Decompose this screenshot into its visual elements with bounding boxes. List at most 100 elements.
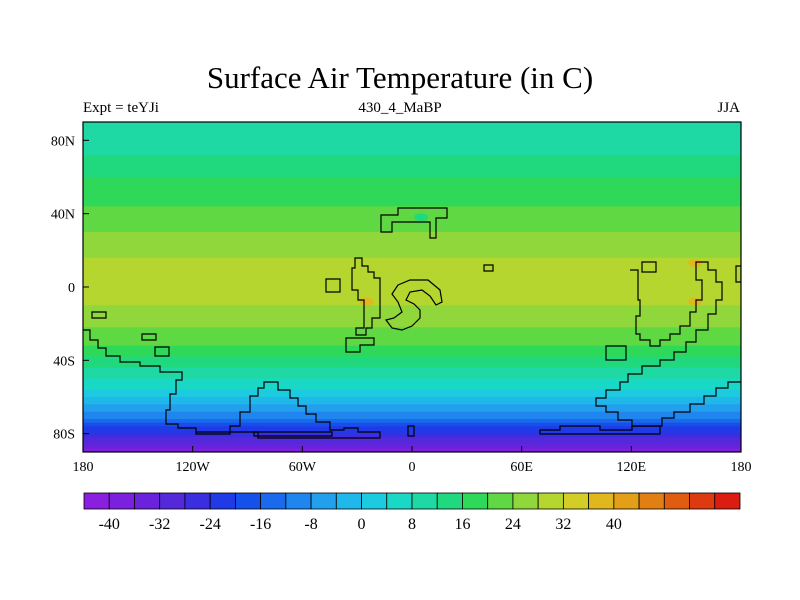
temperature-band (83, 180, 741, 185)
colorbar-swatch (487, 492, 514, 510)
temperature-field (83, 122, 741, 452)
temperature-band (83, 316, 741, 321)
colorbar-swatch (537, 492, 564, 510)
temperature-band (83, 415, 741, 420)
x-tick-label: 180 (731, 460, 752, 475)
coastline-small-island-b (483, 264, 494, 272)
temperature-band (83, 283, 741, 288)
colorbar-swatch (260, 492, 287, 510)
temperature-band (83, 327, 741, 332)
temperature-band (83, 419, 741, 424)
coastline-mid-south (345, 337, 375, 353)
temperature-band (83, 140, 741, 145)
y-tick-label: 40N (51, 208, 75, 223)
temperature-band (83, 437, 741, 442)
coastline-west-strip (91, 311, 107, 319)
temperature-band (83, 217, 741, 222)
colorbar-swatch (386, 492, 413, 510)
colorbar-label: -16 (250, 516, 271, 533)
temperature-band (83, 353, 741, 358)
temperature-band (83, 389, 741, 394)
temperature-band (83, 360, 741, 365)
temperature-band (83, 408, 741, 413)
colorbar-swatch (411, 492, 438, 510)
colorbar-label: 16 (454, 516, 470, 533)
hotspot (414, 213, 429, 222)
temperature-band (83, 272, 741, 277)
colorbar-label: 0 (358, 516, 366, 533)
temperature-band (83, 166, 741, 171)
x-tick-label: 0 (409, 460, 416, 475)
temperature-band (83, 155, 741, 160)
temperature-band (83, 367, 741, 372)
temperature-band (83, 144, 741, 149)
colorbar-swatch (462, 492, 489, 510)
temperature-band (83, 239, 741, 244)
temperature-band (83, 173, 741, 178)
colorbar-swatch (108, 492, 135, 510)
temperature-band (83, 426, 741, 431)
experiment-label: Expt = teYJi (83, 100, 159, 116)
temperature-band (83, 279, 741, 284)
colorbar-label: -24 (199, 516, 220, 533)
colorbar-swatch (310, 492, 337, 510)
temperature-band (83, 345, 741, 350)
temperature-band (83, 298, 741, 303)
temperature-band (83, 290, 741, 295)
temperature-band (83, 202, 741, 207)
temperature-band (83, 257, 741, 262)
colorbar-swatch (184, 492, 211, 510)
temperature-band (83, 261, 741, 266)
temperature-band (83, 309, 741, 314)
temperature-band (83, 195, 741, 200)
coastline-eastern-continent (595, 261, 741, 427)
temperature-band (83, 243, 741, 248)
colorbar-swatch (234, 492, 262, 510)
temperature-band (83, 342, 741, 347)
x-tick-label: 180 (73, 460, 94, 475)
colorbar-label: 32 (555, 516, 571, 533)
colorbar-swatch (83, 492, 110, 510)
temperature-band (83, 287, 741, 292)
temperature-band (83, 268, 741, 273)
x-tick-label: 120E (617, 460, 647, 475)
x-tick-label: 60E (510, 460, 533, 475)
temperature-band (83, 250, 741, 255)
colorbar-swatch (613, 492, 640, 510)
temperature-band (83, 158, 741, 163)
temperature-band (83, 191, 741, 196)
temperature-band (83, 441, 741, 446)
colorbar-label: 40 (606, 516, 622, 533)
colorbar-swatch (638, 492, 665, 510)
temperature-band (83, 397, 741, 402)
temperature-band (83, 254, 741, 259)
temperature-band (83, 301, 741, 306)
colorbar-label: 8 (408, 516, 416, 533)
coastline-east-small-c (735, 265, 741, 283)
colorbar-swatch (134, 492, 161, 510)
temperature-band (83, 400, 741, 405)
temperature-band (83, 162, 741, 167)
temperature-band (83, 210, 741, 215)
map-title: Surface Air Temperature (in C) (206, 60, 594, 95)
temperature-band (83, 228, 741, 233)
temperature-band (83, 422, 741, 427)
y-axis: 80N 40N 0 40S 80S (51, 134, 89, 443)
colorbar-swatch (512, 492, 539, 510)
temperature-band (83, 349, 741, 354)
temperature-band (83, 169, 741, 174)
temperature-band (83, 125, 741, 130)
temperature-band (83, 386, 741, 391)
y-tick-label: 80S (53, 428, 75, 443)
y-tick-label: 80N (51, 134, 75, 149)
temperature-band (83, 305, 741, 310)
temperature-band (83, 235, 741, 240)
temperature-band (83, 188, 741, 193)
temperature-band (83, 213, 741, 218)
coastline-small-island-a (325, 278, 341, 293)
temperature-band (83, 224, 741, 229)
colorbar-label: -32 (149, 516, 170, 533)
season-label: JJA (717, 100, 740, 116)
temperature-band (83, 378, 741, 383)
